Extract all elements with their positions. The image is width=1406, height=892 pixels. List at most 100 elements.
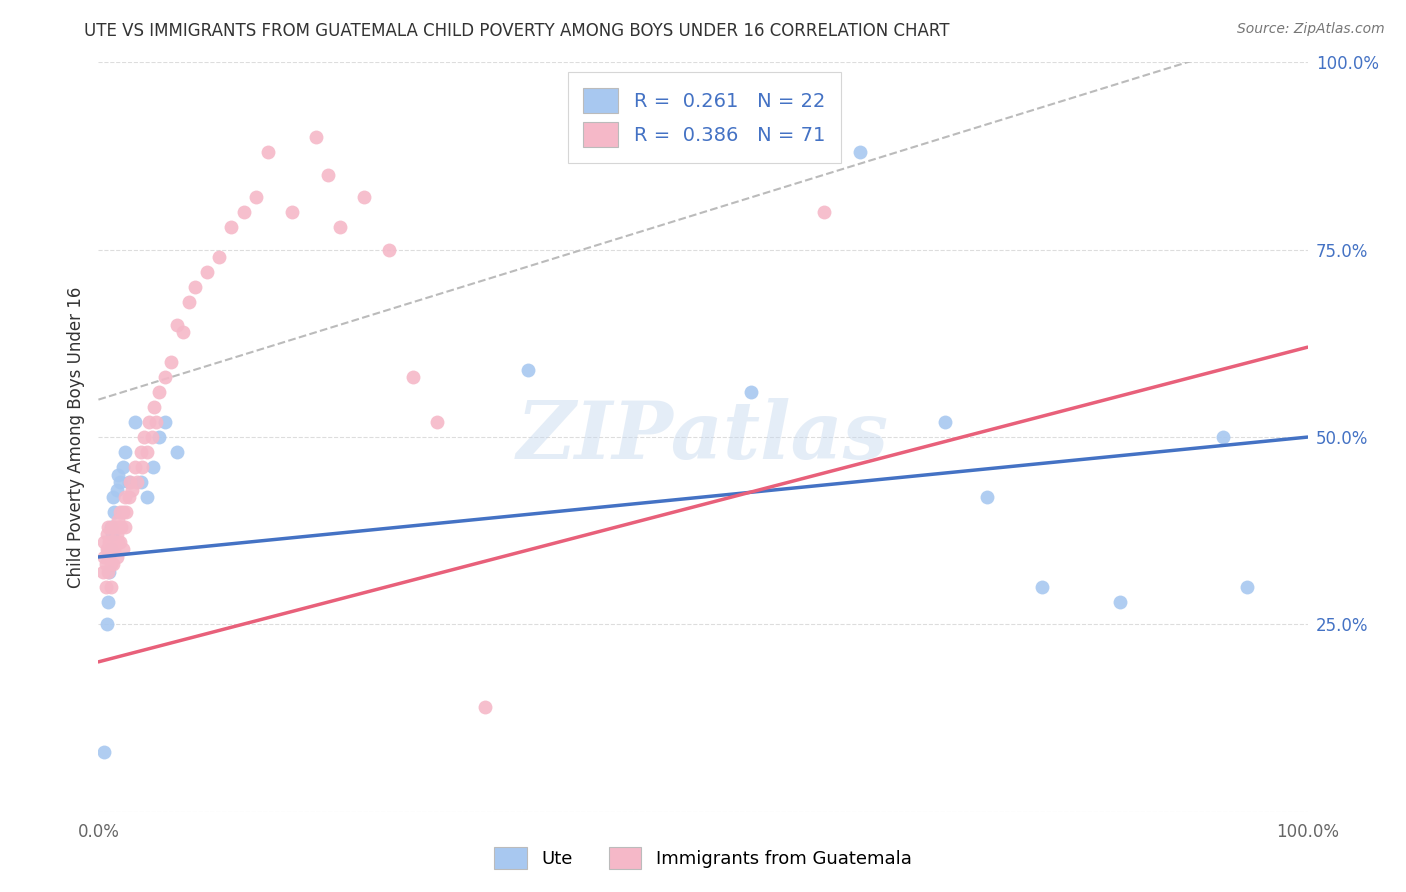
- Point: [100, 535, 122, 549]
- Point: [114, 490, 136, 504]
- Point: [107, 467, 129, 482]
- Point: [129, 475, 152, 489]
- Point: [100, 580, 122, 594]
- Point: [1109, 595, 1132, 609]
- Point: [115, 505, 138, 519]
- Point: [100, 542, 122, 557]
- Point: [100, 520, 122, 534]
- Point: [96, 527, 118, 541]
- Point: [256, 145, 278, 160]
- Point: [101, 558, 124, 572]
- Text: Source: ZipAtlas.com: Source: ZipAtlas.com: [1237, 22, 1385, 37]
- Point: [101, 535, 124, 549]
- Point: [111, 542, 134, 557]
- Point: [1031, 580, 1053, 594]
- Point: [97, 542, 120, 557]
- Point: [118, 490, 141, 504]
- Point: [281, 205, 304, 219]
- Point: [353, 190, 375, 204]
- Point: [849, 145, 872, 160]
- Point: [134, 430, 156, 444]
- Point: [93, 549, 115, 564]
- Point: [221, 220, 243, 235]
- Point: [135, 490, 157, 504]
- Point: [96, 617, 118, 632]
- Point: [329, 220, 352, 235]
- Point: [97, 595, 120, 609]
- Point: [740, 385, 762, 400]
- Y-axis label: Child Poverty Among Boys Under 16: Child Poverty Among Boys Under 16: [67, 286, 86, 588]
- Point: [93, 535, 115, 549]
- Point: [105, 527, 128, 541]
- Point: [111, 505, 134, 519]
- Point: [305, 130, 328, 145]
- Point: [108, 535, 131, 549]
- Point: [108, 505, 131, 519]
- Text: ZIPatlas: ZIPatlas: [517, 399, 889, 475]
- Point: [107, 512, 129, 526]
- Point: [118, 475, 141, 489]
- Point: [129, 445, 152, 459]
- Point: [98, 535, 121, 549]
- Point: [166, 445, 188, 459]
- Point: [138, 415, 160, 429]
- Point: [97, 565, 120, 579]
- Point: [232, 205, 254, 219]
- Point: [105, 549, 128, 564]
- Point: [166, 318, 188, 332]
- Point: [813, 205, 835, 219]
- Point: [100, 520, 122, 534]
- Point: [142, 460, 165, 475]
- Point: [124, 415, 146, 429]
- Point: [110, 520, 132, 534]
- Point: [104, 535, 127, 549]
- Point: [100, 558, 122, 572]
- Point: [114, 520, 136, 534]
- Point: [426, 415, 449, 429]
- Point: [111, 460, 134, 475]
- Point: [114, 445, 136, 459]
- Point: [94, 580, 117, 594]
- Point: [1236, 580, 1258, 594]
- Text: UTE VS IMMIGRANTS FROM GUATEMALA CHILD POVERTY AMONG BOYS UNDER 16 CORRELATION C: UTE VS IMMIGRANTS FROM GUATEMALA CHILD P…: [84, 22, 950, 40]
- Point: [377, 243, 399, 257]
- Point: [105, 483, 128, 497]
- Point: [96, 542, 118, 557]
- Legend: R =  0.261   N = 22, R =  0.386   N = 71: R = 0.261 N = 22, R = 0.386 N = 71: [568, 72, 841, 163]
- Point: [179, 295, 201, 310]
- Point: [94, 558, 117, 572]
- Point: [124, 460, 146, 475]
- Point: [141, 430, 163, 444]
- Point: [100, 527, 122, 541]
- Point: [107, 535, 129, 549]
- Point: [153, 415, 176, 429]
- Point: [127, 475, 149, 489]
- Point: [108, 520, 131, 534]
- Point: [121, 483, 143, 497]
- Point: [98, 565, 121, 579]
- Point: [97, 520, 120, 534]
- Point: [91, 565, 114, 579]
- Point: [131, 460, 153, 475]
- Point: [100, 542, 122, 557]
- Point: [93, 745, 115, 759]
- Point: [103, 520, 125, 534]
- Point: [153, 370, 176, 384]
- Point: [118, 475, 141, 489]
- Point: [402, 370, 425, 384]
- Point: [145, 415, 167, 429]
- Point: [135, 445, 157, 459]
- Point: [148, 430, 170, 444]
- Point: [172, 325, 194, 339]
- Point: [143, 400, 166, 414]
- Point: [101, 490, 124, 504]
- Point: [103, 542, 125, 557]
- Point: [208, 250, 231, 264]
- Point: [184, 280, 207, 294]
- Legend: Ute, Immigrants from Guatemala: Ute, Immigrants from Guatemala: [485, 838, 921, 879]
- Point: [934, 415, 956, 429]
- Point: [148, 385, 170, 400]
- Point: [103, 505, 125, 519]
- Point: [474, 699, 496, 714]
- Point: [108, 475, 131, 489]
